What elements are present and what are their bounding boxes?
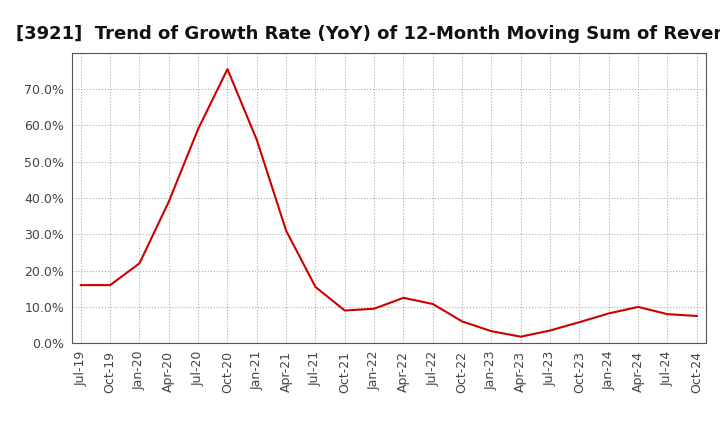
Title: [3921]  Trend of Growth Rate (YoY) of 12-Month Moving Sum of Revenues: [3921] Trend of Growth Rate (YoY) of 12-…	[16, 25, 720, 43]
